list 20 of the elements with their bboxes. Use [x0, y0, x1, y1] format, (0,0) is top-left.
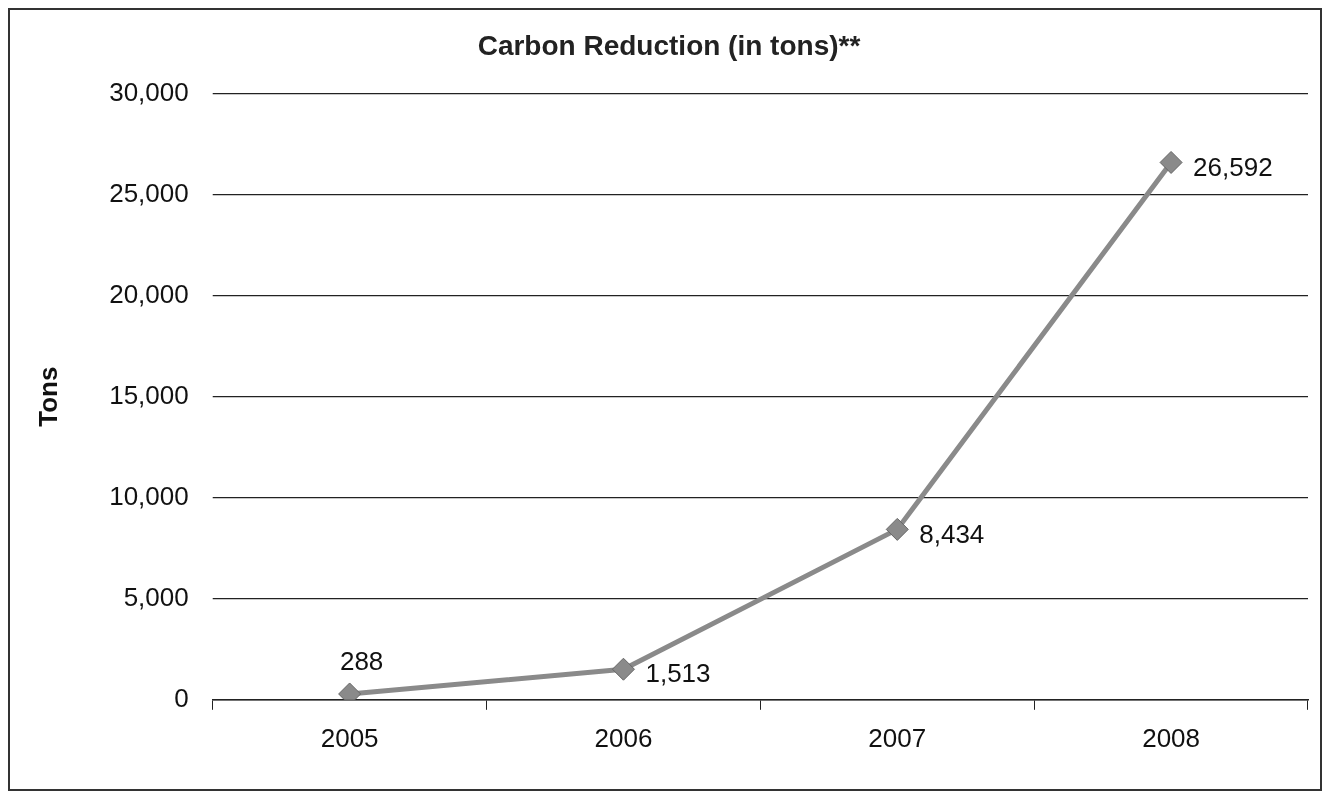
y-tick-label: 20,000: [109, 278, 189, 309]
y-tick-label: 10,000: [109, 480, 189, 511]
y-tick-label: 15,000: [109, 379, 189, 410]
point: [885, 517, 909, 541]
y-tick-label: 30,000: [109, 76, 189, 107]
x-tick-label: 2006: [594, 722, 653, 753]
x-tick-label: 2007: [868, 722, 927, 753]
data-label: 288: [339, 646, 384, 677]
point: [611, 657, 635, 681]
x-tick-label: 2008: [1142, 722, 1201, 753]
point: [1159, 150, 1183, 174]
data-label: 26,592: [1193, 151, 1273, 182]
data-label: 8,434: [919, 518, 985, 549]
y-tick-label: 25,000: [109, 177, 189, 208]
y-tick-label: 5,000: [123, 581, 189, 612]
chart-title: Carbon Reduction (in tons)**: [477, 29, 861, 61]
y-tick-label: 0: [174, 682, 189, 713]
x-tick-label: 2005: [320, 722, 379, 753]
data-label: 1,513: [645, 658, 711, 689]
y-axis-title: Tons: [32, 366, 63, 427]
